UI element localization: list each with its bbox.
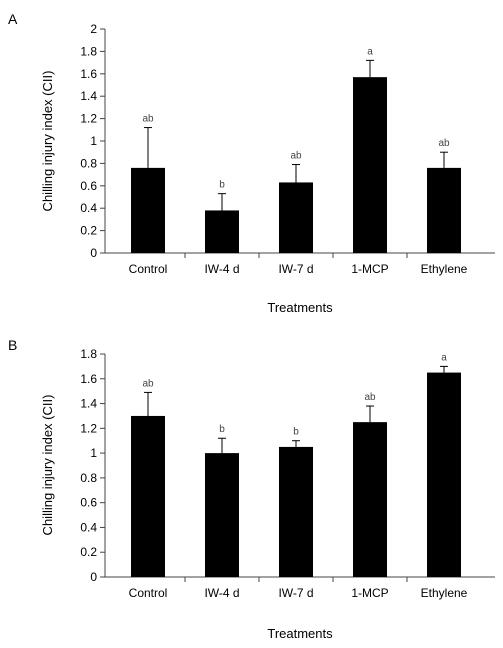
y-tick-label: 0.4: [80, 201, 97, 215]
significance-label: ab: [142, 378, 154, 389]
x-tick-label: Control: [129, 262, 168, 276]
y-tick-label: 1.8: [80, 347, 97, 361]
y-tick-label: 0.2: [80, 545, 97, 559]
y-tick-label: 0.2: [80, 224, 97, 238]
significance-label: ab: [364, 392, 376, 403]
y-tick-label: 1.6: [80, 372, 97, 386]
chart-panel-b: B Chilling injury index (CII) Treatments…: [8, 337, 495, 641]
x-axis-label-a: Treatments: [267, 300, 333, 315]
x-tick-label: 1-MCP: [351, 586, 388, 600]
significance-label: b: [219, 424, 225, 435]
y-tick-label: 0.8: [80, 471, 97, 485]
y-tick-label: 0.6: [80, 179, 97, 193]
x-tick-label: Control: [129, 586, 168, 600]
significance-label: a: [367, 46, 373, 57]
bar-1-mcp: [353, 422, 387, 577]
significance-label: ab: [290, 151, 302, 162]
x-tick-label: IW-7 d: [278, 586, 313, 600]
y-tick-label: 0.4: [80, 520, 97, 534]
y-tick-label: 1.6: [80, 67, 97, 81]
bar-iw-7-d: [279, 182, 313, 253]
x-tick-label: 1-MCP: [351, 262, 388, 276]
panel-letter-b: B: [8, 337, 17, 353]
y-tick-label: 1.2: [80, 112, 97, 126]
x-axis-label-b: Treatments: [267, 626, 333, 641]
y-tick-label: 1: [90, 134, 97, 148]
bar-iw-7-d: [279, 446, 313, 577]
significance-label: b: [293, 427, 299, 438]
y-tick-label: 1.2: [80, 421, 97, 435]
significance-label: b: [219, 180, 225, 191]
y-tick-label: 0.6: [80, 496, 97, 510]
significance-label: a: [441, 352, 447, 363]
y-tick-label: 0: [90, 246, 97, 260]
y-tick-label: 0.8: [80, 156, 97, 170]
x-tick-label: Ethylene: [421, 262, 468, 276]
x-tick-label: IW-4 d: [204, 262, 239, 276]
bar-control: [131, 167, 165, 253]
bar-iw-4-d: [205, 210, 239, 253]
bar-ethylene: [427, 372, 461, 577]
significance-label: ab: [142, 114, 154, 125]
y-axis-label-b: Chilling injury index (CII): [40, 395, 55, 536]
bar-iw-4-d: [205, 453, 239, 577]
significance-label: ab: [438, 138, 450, 149]
chart-panel-a: A Chilling injury index (CII) Treatments…: [8, 11, 495, 315]
y-tick-label: 1.4: [80, 89, 97, 103]
y-tick-label: 2: [90, 22, 97, 36]
panel-letter-a: A: [8, 11, 18, 27]
y-axis-label-a: Chilling injury index (CII): [40, 71, 55, 212]
y-tick-label: 1: [90, 446, 97, 460]
x-tick-label: Ethylene: [421, 586, 468, 600]
y-tick-label: 1.4: [80, 397, 97, 411]
x-tick-label: IW-4 d: [204, 586, 239, 600]
x-tick-label: IW-7 d: [278, 262, 313, 276]
bar-ethylene: [427, 167, 461, 253]
bar-control: [131, 415, 165, 577]
y-tick-label: 1.8: [80, 44, 97, 58]
y-tick-label: 0: [90, 570, 97, 584]
bar-1-mcp: [353, 77, 387, 253]
